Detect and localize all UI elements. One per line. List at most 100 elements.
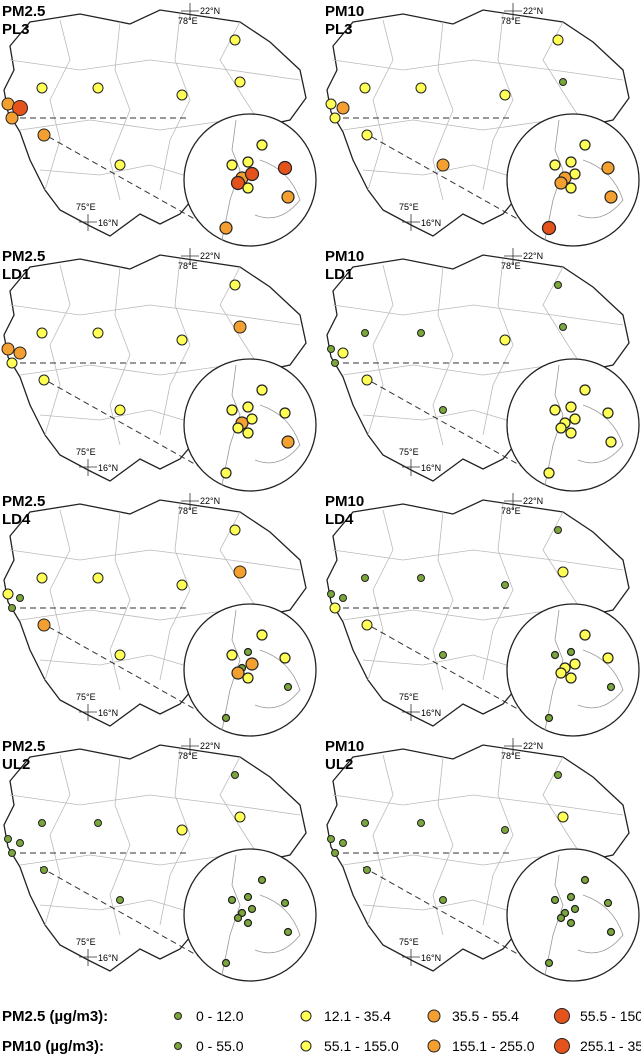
lat-label: 16°N — [421, 953, 441, 963]
pollutant-label: PM2.5 — [2, 248, 45, 265]
station-dot — [336, 101, 350, 115]
station-dot — [244, 166, 260, 182]
station-dot — [557, 811, 569, 823]
graticule-cross — [504, 738, 522, 755]
station-dot — [242, 672, 254, 684]
district-line — [9, 549, 301, 571]
station-dot — [13, 346, 27, 360]
pollutant-label: PM2.5 — [2, 738, 45, 755]
station-dot — [243, 647, 253, 657]
graticule-cross — [402, 949, 420, 966]
inset-coast — [221, 364, 301, 486]
inset-circle — [183, 358, 317, 492]
scenario-label: PL3 — [2, 21, 30, 38]
station-dot — [579, 629, 591, 641]
station-dot — [234, 811, 246, 823]
station-dot — [1, 342, 15, 356]
station-dot — [226, 159, 238, 171]
graticule-cross — [402, 704, 420, 721]
district-line — [44, 264, 71, 436]
station-dot — [114, 404, 126, 416]
station-dot — [565, 156, 577, 168]
station-dot — [256, 384, 268, 396]
graticule-cross — [402, 459, 420, 476]
station-dot — [329, 112, 341, 124]
station-dot — [552, 34, 564, 46]
station-dot — [221, 713, 231, 723]
station-dot — [92, 82, 104, 94]
station-dot — [544, 713, 554, 723]
station-dot — [229, 279, 241, 291]
inset-coast — [221, 609, 301, 731]
legend-dot — [174, 1012, 182, 1020]
station-dot — [2, 588, 14, 600]
station-dot — [550, 650, 560, 660]
station-dot — [569, 658, 581, 670]
station-dot — [439, 406, 447, 414]
zoom-line — [362, 376, 524, 468]
station-dot — [361, 329, 369, 337]
inset-coast — [221, 119, 301, 241]
district-line — [332, 549, 624, 571]
lat-label: 22°N — [523, 6, 543, 16]
legend-title: PM2.5 (µg/m3): — [2, 1008, 108, 1025]
lon-label: 78°E — [501, 751, 521, 761]
station-dot — [281, 190, 295, 204]
station-dot — [602, 407, 614, 419]
lon-label: 75°E — [399, 937, 419, 947]
lon-label: 78°E — [178, 751, 198, 761]
station-dot — [40, 866, 48, 874]
station-dot — [566, 918, 576, 928]
station-dot — [229, 524, 241, 536]
district-line — [542, 266, 586, 372]
station-dot — [554, 771, 562, 779]
inset-coast — [544, 609, 624, 731]
station-dot — [8, 604, 16, 612]
legend-dot — [554, 1008, 570, 1024]
legend-range: 12.1 - 35.4 — [324, 1008, 391, 1024]
lon-label: 78°E — [178, 261, 198, 271]
graticule-cross — [504, 3, 522, 20]
lon-label: 75°E — [76, 937, 96, 947]
station-dot — [331, 849, 339, 857]
pollutant-label: PM2.5 — [2, 493, 45, 510]
lon-label: 78°E — [501, 506, 521, 516]
station-dot — [439, 651, 447, 659]
district-line — [44, 509, 71, 681]
lat-label: 16°N — [421, 708, 441, 718]
district-line — [219, 756, 263, 862]
station-dot — [279, 652, 291, 664]
district-line — [19, 854, 231, 866]
graticule-cross — [402, 214, 420, 231]
district-line — [39, 409, 201, 426]
legend-dot — [427, 1039, 441, 1053]
district-line — [44, 19, 71, 191]
scenario-label: PL3 — [325, 21, 353, 38]
station-dot — [541, 220, 557, 236]
station-dot — [359, 82, 371, 94]
district-line — [159, 258, 191, 436]
station-dot — [602, 652, 614, 664]
district-line — [159, 748, 191, 926]
station-dot — [36, 327, 48, 339]
station-dot — [436, 158, 450, 172]
station-dot — [579, 139, 591, 151]
station-dot — [229, 34, 241, 46]
inset-circle — [506, 848, 640, 982]
station-dot — [439, 896, 447, 904]
station-dot — [242, 401, 254, 413]
station-dot — [232, 422, 244, 434]
district-line — [39, 164, 201, 181]
lon-label: 75°E — [76, 692, 96, 702]
lat-label: 16°N — [421, 463, 441, 473]
station-dot — [559, 78, 567, 86]
graticule-cross — [79, 214, 97, 231]
district-line — [332, 304, 624, 326]
lon-label: 75°E — [399, 202, 419, 212]
district-line — [482, 258, 514, 436]
district-line — [19, 364, 231, 376]
station-dot — [256, 139, 268, 151]
